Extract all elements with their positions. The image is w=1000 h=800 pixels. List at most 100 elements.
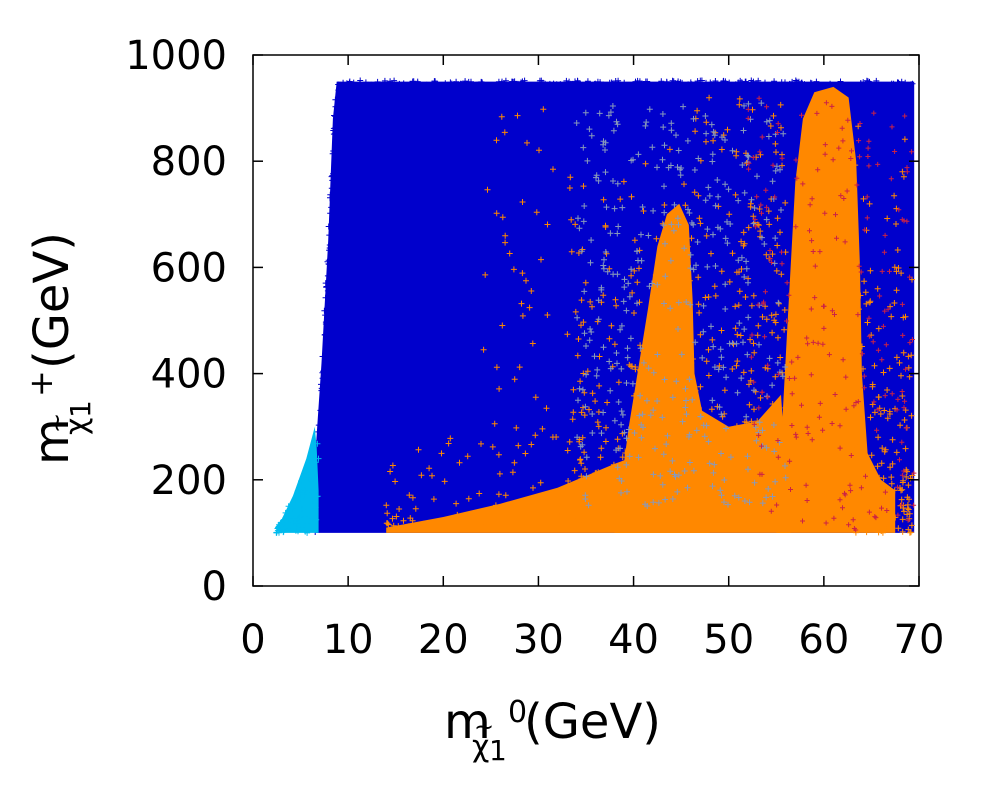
data-point	[657, 427, 664, 434]
data-point	[670, 304, 677, 311]
data-point	[334, 117, 341, 124]
data-point	[574, 489, 581, 496]
x-tick-label: 0	[240, 617, 265, 663]
data-point	[903, 425, 909, 431]
data-point	[759, 471, 765, 477]
data-point	[357, 77, 364, 84]
data-point	[662, 83, 669, 90]
data-point	[581, 203, 588, 209]
data-point	[600, 292, 607, 299]
data-point	[636, 265, 642, 272]
data-point	[579, 513, 585, 520]
data-point	[898, 502, 904, 508]
data-point	[578, 460, 585, 467]
data-point	[606, 79, 613, 86]
data-point	[751, 205, 758, 211]
data-point	[905, 526, 912, 533]
data-point	[814, 110, 820, 116]
data-point	[740, 369, 747, 376]
data-point	[690, 221, 697, 228]
data-point	[711, 364, 718, 371]
data-point	[602, 438, 609, 445]
data-point	[866, 138, 872, 144]
data-point	[489, 443, 496, 450]
data-point	[634, 489, 641, 496]
data-point	[600, 141, 607, 148]
data-point	[879, 357, 885, 363]
data-point	[675, 221, 682, 228]
data-point	[651, 492, 658, 499]
data-point	[621, 429, 628, 436]
data-point	[609, 103, 616, 109]
data-point	[667, 331, 673, 338]
data-point	[771, 78, 778, 85]
data-point	[662, 240, 668, 247]
data-point	[650, 207, 657, 214]
data-point	[519, 312, 526, 319]
data-point	[733, 152, 740, 159]
data-point	[636, 502, 643, 509]
data-point	[838, 193, 844, 199]
data-point	[755, 222, 762, 229]
data-point	[856, 138, 862, 144]
data-point	[319, 396, 326, 403]
data-point	[528, 288, 535, 294]
data-point	[867, 298, 874, 305]
data-point	[650, 499, 657, 506]
data-point	[693, 262, 699, 269]
data-point	[674, 215, 681, 222]
data-point	[515, 442, 522, 449]
data-point	[662, 273, 669, 280]
data-point	[855, 312, 861, 318]
data-point	[659, 220, 666, 227]
data-point	[327, 266, 333, 273]
data-point	[863, 77, 870, 84]
data-point	[877, 293, 883, 299]
data-point	[663, 505, 670, 511]
data-point	[875, 529, 882, 536]
data-point	[578, 409, 585, 416]
data-point	[608, 322, 615, 329]
data-point	[464, 518, 471, 525]
data-point	[709, 483, 716, 490]
data-point	[773, 267, 780, 274]
data-point	[615, 223, 622, 230]
data-point	[280, 528, 287, 535]
data-point	[759, 389, 765, 395]
data-point	[747, 377, 754, 384]
data-point	[888, 480, 895, 487]
data-point	[708, 250, 714, 257]
data-point	[600, 196, 607, 203]
data-point	[695, 301, 702, 308]
data-point	[674, 413, 680, 420]
data-point	[533, 209, 540, 216]
data-point	[722, 137, 728, 143]
data-point	[654, 269, 661, 276]
data-point	[826, 352, 832, 358]
data-point	[631, 237, 638, 244]
data-point	[589, 411, 596, 417]
data-point	[875, 407, 881, 413]
data-point	[808, 306, 814, 312]
data-point	[800, 181, 806, 187]
data-point	[661, 209, 668, 216]
data-point	[654, 357, 661, 364]
data-point	[462, 78, 469, 85]
data-point	[907, 274, 913, 280]
data-point	[847, 482, 853, 488]
data-point	[612, 296, 619, 303]
data-point	[318, 387, 325, 394]
data-point	[591, 81, 598, 88]
data-point	[543, 405, 550, 412]
data-point	[614, 360, 620, 367]
data-point	[341, 82, 348, 89]
data-point	[747, 200, 754, 207]
data-point	[807, 79, 814, 86]
data-point	[694, 239, 701, 245]
data-point	[859, 514, 866, 521]
data-point	[750, 292, 757, 299]
data-point	[804, 335, 810, 341]
data-point	[891, 487, 898, 494]
data-point	[312, 504, 319, 511]
data-point	[851, 273, 857, 280]
